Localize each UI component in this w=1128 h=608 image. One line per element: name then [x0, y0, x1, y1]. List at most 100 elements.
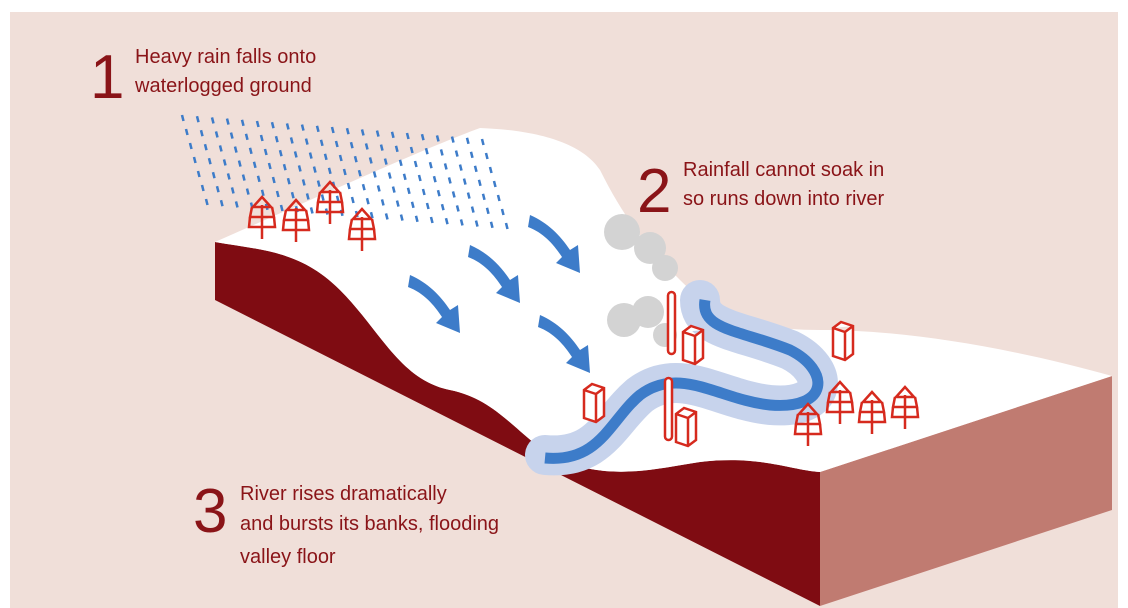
raindrop [252, 161, 257, 169]
raindrop [504, 222, 509, 230]
raindrop [286, 177, 291, 185]
raindrop [195, 115, 200, 123]
block-front [215, 242, 820, 606]
raindrop [199, 129, 204, 137]
raindrop [210, 117, 215, 124]
raindrop [211, 171, 216, 179]
raindrop [473, 165, 478, 173]
step-text: waterlogged ground [134, 75, 312, 97]
raindrop [402, 173, 407, 181]
raindrop [248, 147, 253, 155]
raindrop [477, 179, 482, 187]
building [831, 320, 855, 362]
raindrop [465, 137, 470, 145]
raindrop [480, 138, 485, 146]
raindrop [425, 202, 430, 210]
raindrop [203, 143, 208, 151]
raindrop [271, 176, 276, 184]
raindrop [278, 149, 283, 157]
raindrop [380, 199, 385, 206]
runoff-arrow [538, 315, 590, 373]
raindrop [279, 204, 284, 212]
raindrop [259, 134, 264, 142]
raindrop [244, 133, 249, 141]
raindrop [346, 182, 351, 190]
raindrop [260, 189, 265, 197]
raindrop [484, 152, 489, 160]
raindrop [470, 206, 475, 213]
runoff-arrow [408, 275, 460, 333]
raindrop [428, 161, 433, 169]
raindrop [349, 141, 354, 149]
raindrop [207, 157, 212, 165]
tree [825, 380, 855, 424]
raindrop [219, 199, 224, 207]
step-number: 3 [193, 477, 227, 546]
raindrop [414, 215, 419, 223]
step-text: valley floor [240, 546, 336, 568]
raindrop [443, 163, 448, 170]
raindrop [492, 180, 497, 188]
raindrop [196, 170, 201, 178]
tree [347, 207, 377, 251]
raindrop [413, 160, 418, 168]
raindrop [234, 201, 239, 208]
raindrop [424, 147, 429, 155]
raindrop [345, 127, 350, 135]
raindrop [459, 219, 464, 226]
step-number: 2 [637, 157, 671, 226]
raindrop [256, 175, 261, 183]
raindrop [440, 203, 445, 211]
building [681, 324, 705, 366]
step-text: Rainfall cannot soak in [683, 159, 884, 181]
raindrop [390, 131, 395, 139]
raindrop [409, 146, 414, 154]
raindrop [420, 133, 425, 141]
raindrop [391, 186, 396, 193]
raindrop [214, 131, 219, 138]
raindrop [274, 135, 279, 143]
raindrop [500, 208, 505, 216]
raindrop [417, 174, 422, 182]
raindrop [316, 180, 321, 187]
raindrop [215, 185, 220, 193]
tree [247, 195, 277, 239]
raindrop [267, 162, 272, 170]
raindrop [229, 132, 234, 139]
raindrop [376, 185, 381, 192]
raindrop [394, 145, 399, 153]
raindrop [361, 183, 366, 191]
raindrop [218, 145, 223, 152]
step-text: River rises dramatically [240, 483, 447, 505]
raindrop [263, 148, 268, 156]
step-number: 1 [90, 43, 124, 112]
raindrop [384, 213, 389, 220]
raindrop [285, 123, 290, 130]
raindrop [395, 200, 400, 207]
raindrop [489, 221, 494, 229]
raindrop [342, 168, 347, 176]
raindrop [469, 151, 474, 159]
raindrop [488, 166, 493, 174]
raindrop [447, 177, 452, 184]
raindrop [399, 214, 404, 221]
raindrop [297, 165, 302, 172]
chimney [663, 376, 674, 442]
raindrop [360, 129, 365, 136]
raindrop [312, 166, 317, 173]
tree [793, 402, 823, 446]
raindrop [450, 136, 455, 143]
raindrop [387, 172, 392, 179]
step-text: and bursts its banks, flooding [240, 513, 499, 535]
raindrop [309, 207, 314, 214]
raindrop [240, 119, 245, 127]
raindrop [275, 190, 280, 198]
raindrop [353, 155, 358, 163]
raindrop [245, 188, 250, 195]
raindrop [184, 128, 189, 136]
tree [315, 180, 345, 224]
raindrop [439, 149, 444, 156]
raindrop [204, 198, 209, 206]
raindrop [338, 154, 343, 162]
